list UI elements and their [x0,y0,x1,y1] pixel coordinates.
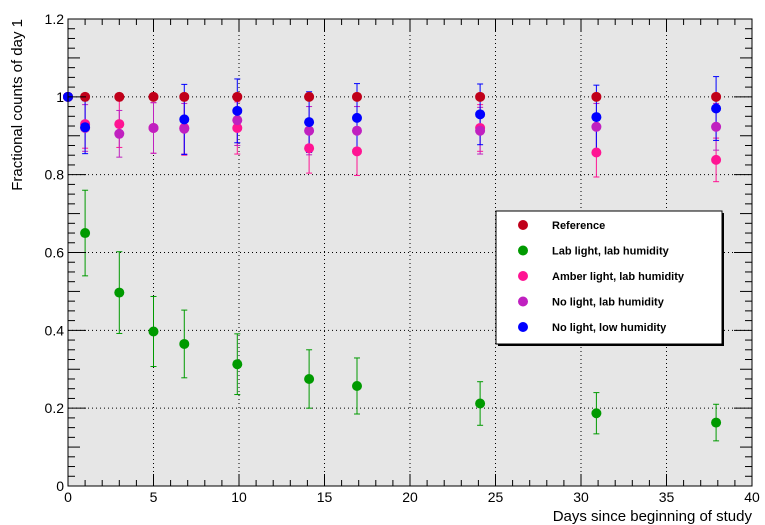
legend-label: Lab light, lab humidity [552,246,670,258]
data-point [711,154,722,165]
data-point [351,112,362,123]
legend-marker [518,296,528,307]
tick-labels: 0 5 10 15 20 25 30 35 40 0 0.2 0.4 0.6 0.8 1 1.2 [45,11,760,505]
axis-ticks [67,18,753,487]
legend-label: Amber light, lab humidity [552,271,685,283]
x-tick-label: 15 [317,489,333,505]
x-tick-label: 40 [744,489,760,505]
data-point [304,373,315,384]
data-point [475,398,486,409]
data-point [591,91,602,102]
data-point [232,105,243,116]
data-point [711,121,722,132]
x-tick-label: 20 [402,489,418,505]
legend-marker [518,245,528,256]
data-point [179,123,190,134]
legend-marker [518,271,528,281]
data-point [711,417,722,428]
x-tick-label: 10 [231,489,247,505]
data-point [114,287,125,298]
data-point [179,114,190,125]
data-point [148,91,159,102]
data-point [148,122,159,133]
y-axis-label: Fractional counts of day 1 [9,19,26,191]
y-tick-label: 0.2 [45,400,65,416]
data-point [232,122,243,133]
data-point [179,338,190,349]
data-point [80,228,91,239]
x-tick-label: 35 [659,489,675,505]
data-point [711,103,722,114]
data-point [475,91,486,102]
data-point [232,91,243,102]
data-point [232,115,243,126]
y-tick-label: 0.4 [45,322,65,338]
data-point [591,408,602,419]
data-point [148,326,159,337]
y-tick-label: 0 [56,478,64,494]
y-tick-label: 1 [56,89,64,105]
data-point [351,380,362,391]
x-axis-label: Days since beginning of study [553,508,753,525]
data-point [591,147,602,158]
data-point [114,91,125,102]
data-point [475,109,486,120]
data-point [351,146,362,157]
data-point [475,125,486,136]
legend-label: No light, lab humidity [552,297,665,309]
legend-box [495,210,723,345]
data-point [232,359,243,370]
legend-label: Reference [552,220,605,232]
x-tick-label: 0 [64,489,72,505]
legend-marker [518,322,528,332]
data-point [114,128,125,139]
legend-label: No light, low humidity [552,322,667,334]
data-point [304,91,315,102]
data-point [114,119,125,130]
y-tick-label: 1.2 [45,11,65,27]
x-tick-label: 25 [488,489,504,505]
x-tick-label: 5 [150,489,158,505]
data-point [80,122,91,133]
data-point [591,112,602,123]
y-tick-label: 0.8 [45,167,65,183]
x-tick-label: 30 [573,489,589,505]
legend-marker [518,220,528,230]
data-point [179,91,190,102]
data-point [304,125,315,136]
data-point [711,91,722,102]
data-point [351,125,362,136]
data-points [63,91,722,428]
data-point [304,117,315,128]
data-point [351,91,362,102]
y-tick-label: 0.6 [45,245,65,261]
data-point [304,143,315,154]
data-point [591,121,602,132]
legend: Reference Lab light, lab humidity Amber li… [495,210,724,346]
